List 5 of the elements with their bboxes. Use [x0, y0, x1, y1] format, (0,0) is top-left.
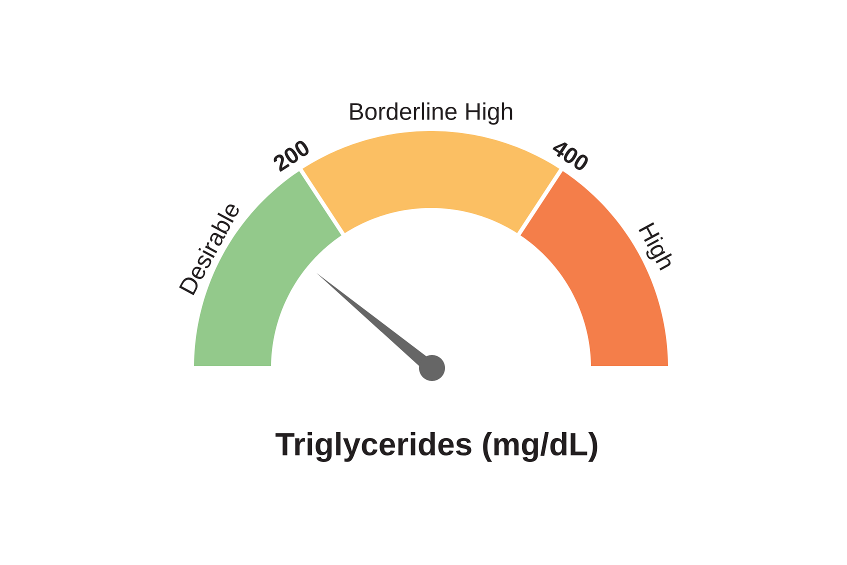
- slice-label: Borderline High: [350, 102, 512, 125]
- text: 400: [552, 142, 588, 170]
- text: Triglycerides (mg/dL): [276, 432, 598, 462]
- slice-label: High: [638, 222, 672, 270]
- text: 200: [274, 140, 309, 172]
